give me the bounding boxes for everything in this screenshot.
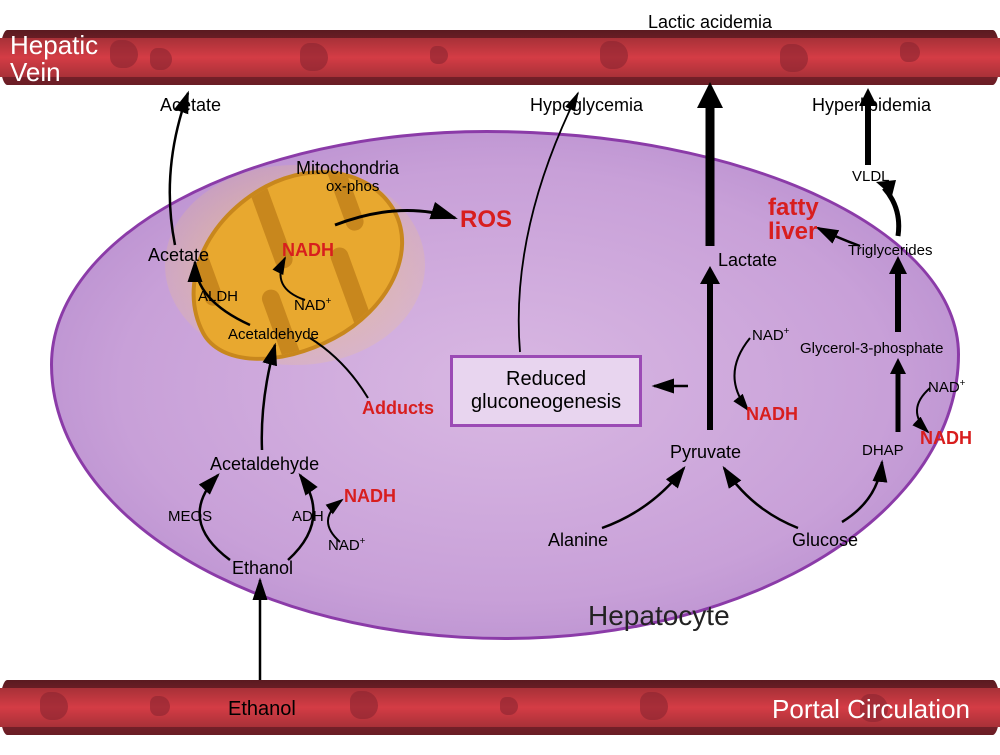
label-acetate-in: Acetate <box>148 245 209 266</box>
label-nad-dhap: NAD+ <box>928 378 965 396</box>
label-mitochondria: Mitochondria <box>296 158 399 179</box>
label-adh: ADH <box>292 508 324 525</box>
hepatic-vein-vessel <box>0 30 1000 85</box>
label-ethanol-in: Ethanol <box>232 558 293 579</box>
label-alanine: Alanine <box>548 530 608 551</box>
portal-circulation-label: Portal Circulation <box>772 694 970 725</box>
label-lactic-acidemia: Lactic acidemia <box>648 12 772 33</box>
label-vldl: VLDL <box>852 168 890 185</box>
label-fatty-liver: fatty liver <box>768 196 819 244</box>
label-adducts: Adducts <box>362 398 434 419</box>
label-acetaldehyde-mito: Acetaldehyde <box>228 326 319 343</box>
reduced-gluconeogenesis-box: Reduced gluconeogenesis <box>450 355 642 427</box>
label-acetaldehyde: Acetaldehyde <box>210 454 319 475</box>
label-nadh-dhap: NADH <box>920 428 972 449</box>
label-pyruvate: Pyruvate <box>670 442 741 463</box>
label-triglycerides: Triglycerides <box>848 242 932 259</box>
label-nadh-pyr: NADH <box>746 404 798 425</box>
label-dhap: DHAP <box>862 442 904 459</box>
label-nad-adh: NAD+ <box>328 536 365 554</box>
label-aldh: ALDH <box>198 288 238 305</box>
box-line2: gluconeogenesis <box>471 391 621 414</box>
label-g3p: Glycerol-3-phosphate <box>800 340 943 357</box>
label-glucose: Glucose <box>792 530 858 551</box>
hepatic-vein-label: HepaticVein <box>10 32 98 87</box>
box-line1: Reduced <box>471 368 621 391</box>
label-lactate: Lactate <box>718 250 777 271</box>
mitochondria <box>180 180 410 350</box>
label-nad-pyr: NAD+ <box>752 326 789 344</box>
label-hyperlipidemia: Hyperlipidemia <box>812 95 931 116</box>
label-nadh-mito: NADH <box>282 240 334 261</box>
label-ethanol-out: Ethanol <box>228 698 296 721</box>
label-oxphos: ox-phos <box>326 178 379 195</box>
label-acetate-out: Acetate <box>160 95 221 116</box>
label-meos: MEOS <box>168 508 212 525</box>
label-ros: ROS <box>460 206 512 234</box>
label-hepatocyte: Hepatocyte <box>588 600 730 632</box>
label-nad-mito: NAD+ <box>294 296 331 314</box>
label-hypoglycemia: Hypoglycemia <box>530 95 643 116</box>
label-nadh-adh: NADH <box>344 486 396 507</box>
